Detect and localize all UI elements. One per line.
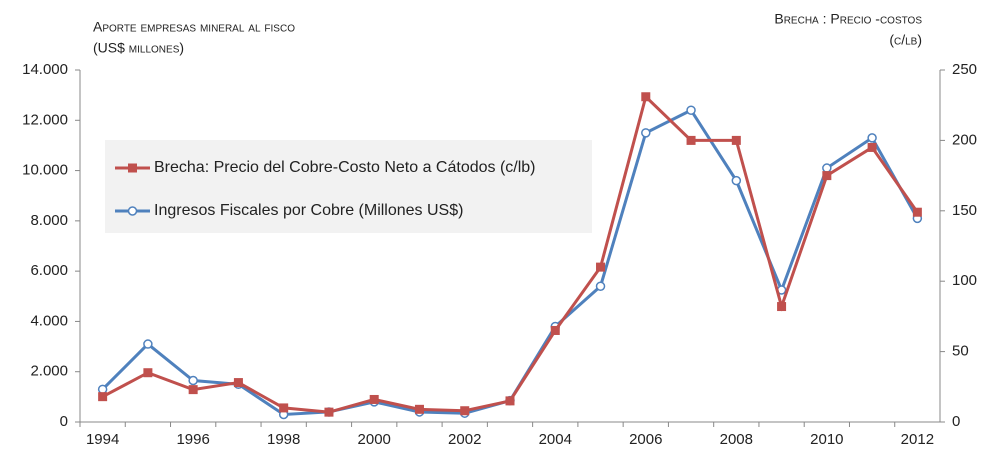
y2-tick-label: 100 <box>952 272 977 289</box>
y2-axis-title: (c/lb) <box>889 32 922 48</box>
legend-label: Ingresos Fiscales por Cobre (Millones US… <box>154 202 463 219</box>
point <box>279 403 289 413</box>
y2-tick-label: 0 <box>952 413 960 430</box>
x-tick-label: 2000 <box>358 431 391 448</box>
x-tick-label: 1998 <box>267 431 300 448</box>
y2-tick-label: 250 <box>952 61 977 78</box>
point <box>822 171 832 181</box>
x-tick-label: 2006 <box>629 431 662 448</box>
legend-box <box>105 140 592 233</box>
x-tick-label: 2002 <box>448 431 481 448</box>
x-tick-label: 2010 <box>810 431 843 448</box>
y-axis-title: Aporte empresas mineral al fisco <box>93 19 295 35</box>
legend-marker <box>128 163 137 173</box>
y-tick-label: 4.000 <box>30 312 68 329</box>
y2-axis-title: Brecha : Precio -costos <box>774 11 922 27</box>
point <box>188 375 198 386</box>
point <box>143 368 153 378</box>
point <box>143 339 153 349</box>
point <box>686 105 696 115</box>
point <box>822 163 832 173</box>
x-tick-label: 1996 <box>176 431 209 448</box>
point <box>686 135 696 145</box>
point <box>505 396 515 406</box>
point <box>414 404 424 414</box>
y-tick-label: 6.000 <box>30 262 68 279</box>
point <box>641 128 651 138</box>
point <box>324 407 334 417</box>
point <box>867 142 877 152</box>
point <box>97 384 108 395</box>
point <box>596 262 606 272</box>
y-tick-label: 8.000 <box>30 212 68 229</box>
y-tick-label: 2.000 <box>30 363 68 380</box>
point <box>641 92 651 102</box>
y-axis-title: (US$ millones) <box>93 40 184 56</box>
point <box>867 133 877 143</box>
x-tick-label: 2008 <box>720 431 753 448</box>
point <box>595 281 606 291</box>
y-tick-label: 0 <box>60 413 68 430</box>
legend-label: Brecha: Precio del Cobre-Costo Neto a Cá… <box>154 159 536 176</box>
point <box>369 394 379 404</box>
point <box>731 135 741 145</box>
point <box>233 378 243 388</box>
y-tick-label: 12.000 <box>22 111 68 128</box>
point <box>731 175 742 186</box>
x-tick-label: 2004 <box>539 431 572 448</box>
y-tick-label: 10.000 <box>22 162 68 179</box>
x-tick-label: 1994 <box>86 431 119 448</box>
point <box>98 392 108 402</box>
point <box>460 406 470 416</box>
legend-marker <box>127 206 138 216</box>
point <box>777 302 787 312</box>
y2-tick-label: 150 <box>952 202 977 219</box>
point <box>188 385 198 395</box>
y2-tick-label: 50 <box>952 343 969 360</box>
point <box>912 207 922 217</box>
x-tick-label: 2012 <box>901 431 934 448</box>
y-tick-label: 14.000 <box>22 61 68 78</box>
point <box>550 325 560 335</box>
y2-tick-label: 200 <box>952 131 977 148</box>
